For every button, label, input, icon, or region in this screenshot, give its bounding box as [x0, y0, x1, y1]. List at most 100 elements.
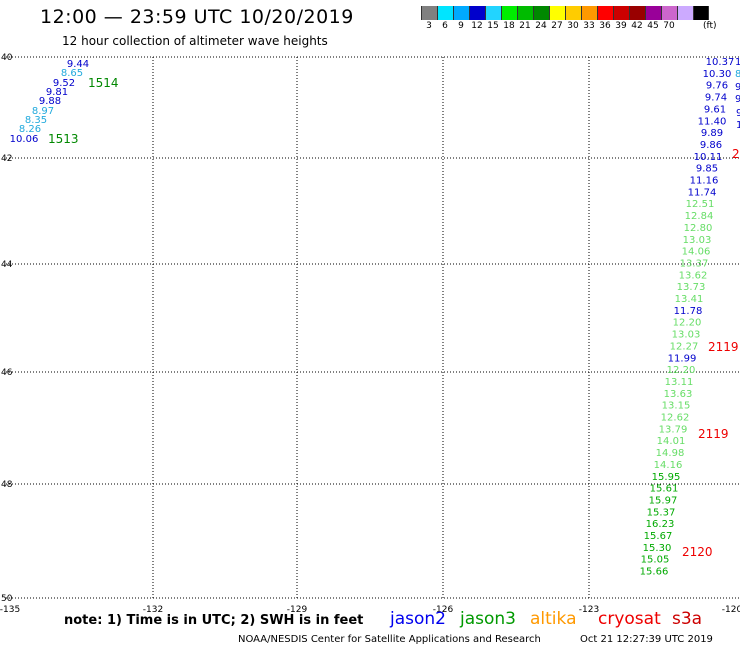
- longitude-tick-label: -123: [579, 605, 599, 615]
- legend-label: 39: [615, 21, 627, 31]
- legend-swatch: [501, 6, 517, 20]
- legend-swatch: [629, 6, 645, 20]
- wave-height-value: 8.35: [25, 115, 47, 126]
- sat-cryosat-label: cryosat: [598, 609, 661, 629]
- wave-height-value: 15.97: [649, 495, 678, 506]
- wave-height-value: 9.: [735, 94, 740, 105]
- latitude-tick-label: 44: [1, 260, 13, 270]
- color-scale-unit: (ft): [703, 21, 717, 31]
- wave-height-value: 9.89: [701, 128, 723, 139]
- wave-height-value: 9.88: [39, 96, 61, 107]
- wave-height-value: 11.78: [674, 306, 703, 317]
- latitude-tick-label: 46: [1, 368, 13, 378]
- sat-jason2-label: jason2: [390, 609, 446, 629]
- wave-height-value: 10.30: [703, 69, 732, 80]
- wave-height-value: 14.01: [657, 436, 686, 447]
- wave-height-value: 13.11: [665, 377, 694, 388]
- wave-height-value: 10.11: [694, 152, 723, 163]
- legend-label: 3: [426, 21, 432, 31]
- latitude-tick-label: 48: [1, 480, 13, 490]
- wave-height-value: 12.51: [686, 199, 715, 210]
- wave-height-value: 10.3: [735, 57, 740, 68]
- wave-height-value: 8.65: [61, 68, 83, 79]
- sat-jason3-label: jason3: [460, 609, 516, 629]
- page-subtitle: 12 hour collection of altimeter wave hei…: [62, 34, 328, 48]
- wave-height-value: 9.44: [67, 59, 89, 70]
- wave-height-value: 14.16: [654, 460, 683, 471]
- page-title: 12:00 — 23:59 UTC 10/20/2019: [40, 6, 354, 28]
- wave-height-value: 11.40: [698, 116, 727, 127]
- legend-label: 27: [551, 21, 563, 31]
- wave-height-value: 12.62: [661, 413, 690, 424]
- sat-s3a-label: s3a: [672, 609, 703, 629]
- wave-height-value: 9.61: [704, 104, 726, 115]
- wave-height-value: 12.20: [667, 365, 696, 376]
- legend-swatch: [437, 6, 453, 20]
- latitude-tick-label: 40: [1, 53, 13, 63]
- wave-height-value: 11.74: [688, 187, 717, 198]
- wave-height-value: 11.16: [690, 176, 719, 187]
- wave-height-value: 12.84: [685, 211, 714, 222]
- wave-height-value: 8.97: [32, 106, 54, 117]
- wave-height-value: 14.98: [656, 448, 685, 459]
- latitude-tick-label: 42: [1, 154, 12, 164]
- wave-height-value: 11.99: [668, 353, 697, 364]
- wave-height-value: 9.1: [735, 82, 740, 93]
- legend-swatch: [613, 6, 629, 20]
- wave-height-value: 13.63: [664, 389, 693, 400]
- legend-label: 12: [471, 21, 483, 31]
- legend-swatch: [597, 6, 613, 20]
- wave-height-value: 9.86: [700, 140, 722, 151]
- legend-label: 21: [519, 21, 531, 31]
- legend-label: 70: [663, 21, 675, 31]
- legend-swatch: [581, 6, 597, 20]
- legend-swatch: [453, 6, 469, 20]
- wave-height-value: 9.74: [705, 93, 727, 104]
- longitude-tick-label: -135: [0, 605, 20, 615]
- color-scale-legend: [421, 6, 709, 20]
- latitude-tick-label: 50: [1, 594, 13, 604]
- wave-height-value: 9.81: [46, 87, 68, 98]
- legend-swatch: [661, 6, 677, 20]
- wave-height-value: 12.27: [670, 341, 699, 352]
- longitude-tick-label: -129: [287, 605, 308, 615]
- longitude-tick-label: -126: [433, 605, 454, 615]
- wave-height-value: 8.6: [735, 69, 740, 80]
- legend-swatch: [485, 6, 501, 20]
- wave-height-value: 12.80: [684, 223, 713, 234]
- legend-swatch: [693, 6, 709, 20]
- wave-height-value: 13.15: [662, 401, 691, 412]
- legend-label: 33: [583, 21, 595, 31]
- wave-height-value: 13.62: [679, 270, 708, 281]
- pass-time-label: 2119: [708, 340, 739, 354]
- pass-time-label: 2119: [698, 427, 729, 441]
- credit-line: NOAA/NESDIS Center for Satellite Applica…: [238, 634, 541, 645]
- legend-swatch: [421, 6, 437, 20]
- legend-swatch: [533, 6, 549, 20]
- pass-time-label: 2120: [682, 545, 713, 559]
- legend-label: 6: [442, 21, 448, 31]
- wave-height-value: 9.85: [696, 164, 718, 175]
- legend-label: 30: [567, 21, 579, 31]
- wave-height-value: 13.73: [677, 282, 706, 293]
- wave-height-value: 13.37: [680, 258, 709, 269]
- pass-time-label: 1513: [48, 132, 79, 146]
- legend-label: 42: [631, 21, 643, 31]
- footer-note: note: 1) Time is in UTC; 2) SWH is in fe…: [64, 613, 364, 628]
- pass-time-label: 2: [732, 147, 740, 161]
- legend-swatch: [469, 6, 485, 20]
- wave-height-value: 15.95: [652, 472, 681, 483]
- wave-height-value: 15.61: [650, 484, 679, 495]
- longitude-tick-label: -132: [143, 605, 163, 615]
- wave-height-value: 12.20: [673, 318, 702, 329]
- wave-height-value: 13.03: [683, 235, 712, 246]
- legend-swatch: [677, 6, 693, 20]
- wave-height-value: 10.06: [10, 134, 39, 145]
- wave-height-value: 16.23: [646, 519, 675, 530]
- longitude-tick-label: -120: [722, 605, 740, 615]
- legend-label: 36: [599, 21, 611, 31]
- wave-height-value: 14.06: [682, 247, 711, 258]
- wave-height-value: 9.52: [53, 78, 75, 89]
- wave-height-value: 15.66: [640, 567, 669, 578]
